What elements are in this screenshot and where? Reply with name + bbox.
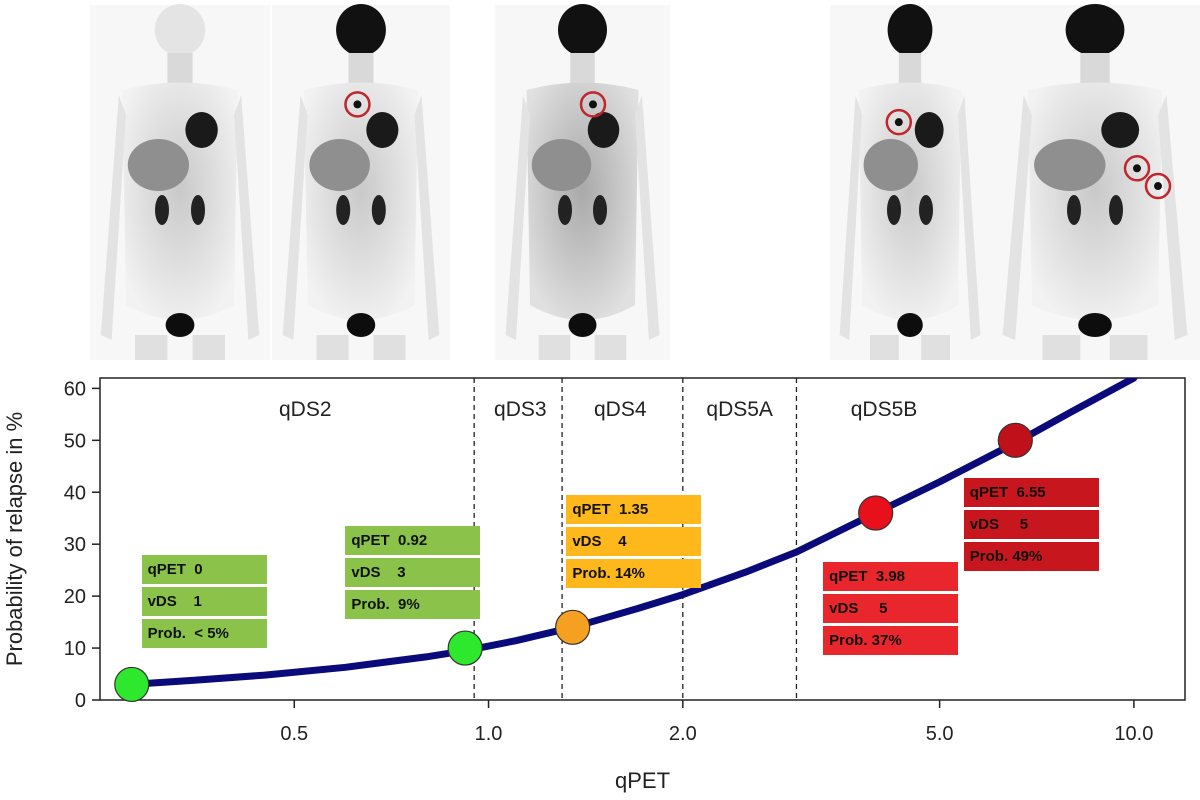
data-point xyxy=(555,609,591,645)
y-tick-label: 0 xyxy=(75,690,86,712)
y-tick-label: 10 xyxy=(64,638,86,660)
region-label: qDS4 xyxy=(594,398,647,421)
point-info-row: qPET 0 xyxy=(141,554,267,584)
head-shape xyxy=(887,4,933,56)
lesion-circle xyxy=(1123,155,1151,182)
point-info-row: Prob. < 5% xyxy=(141,618,267,648)
point-info-row: vDS 5 xyxy=(963,509,1099,539)
y-tick-label: 30 xyxy=(64,534,86,556)
head-shape xyxy=(154,4,206,56)
head-shape xyxy=(558,4,607,56)
probability-curve xyxy=(128,378,1138,688)
x-tick-label: 5.0 xyxy=(926,723,954,745)
data-point xyxy=(997,422,1033,458)
region-label: qDS5B xyxy=(851,398,918,421)
point-info-box: qPET 0.92 vDS 3 Prob. 9% xyxy=(345,526,481,622)
heart-shape xyxy=(1101,112,1140,148)
lesion-circle xyxy=(1144,172,1172,200)
y-tick-label: 50 xyxy=(64,430,86,452)
point-info-row: Prob. 49% xyxy=(963,541,1099,571)
x-tick-label: 1.0 xyxy=(475,723,503,745)
head-shape xyxy=(336,4,386,56)
liver-shape xyxy=(309,139,370,191)
x-tick-label: 2.0 xyxy=(669,723,697,745)
pet-scan-panel xyxy=(990,4,1200,360)
heart-shape xyxy=(587,112,620,148)
point-info-row: vDS 1 xyxy=(141,586,267,616)
point-info-row: vDS 3 xyxy=(345,558,481,588)
point-info-box: qPET 1.35 vDS 4 Prob. 14% xyxy=(566,494,702,591)
pet-scan-panel xyxy=(830,4,990,360)
y-tick-label: 40 xyxy=(64,482,86,504)
point-info-row: vDS 4 xyxy=(566,526,702,556)
point-info-row: qPET 0.92 xyxy=(345,526,481,556)
pet-scan-panel xyxy=(272,4,450,360)
point-info-row: qPET 6.55 xyxy=(963,477,1099,507)
heart-shape xyxy=(914,112,944,148)
heart-shape xyxy=(366,112,399,148)
point-info-row: Prob. 9% xyxy=(345,590,481,620)
y-tick-label: 20 xyxy=(64,586,86,608)
region-label: qDS3 xyxy=(494,398,547,421)
region-label: qDS2 xyxy=(279,398,332,421)
point-info-box: qPET 6.55 vDS 5 Prob. 49% xyxy=(963,477,1099,574)
lesion-circle xyxy=(885,108,913,136)
point-info-row: qPET 3.98 xyxy=(823,562,959,592)
bladder-shape xyxy=(346,313,376,337)
data-point xyxy=(447,630,483,666)
liver-shape xyxy=(863,139,918,191)
liver-shape xyxy=(531,139,592,191)
y-tick-label: 60 xyxy=(64,378,86,400)
point-info-row: Prob. 14% xyxy=(566,558,702,588)
bladder-shape xyxy=(165,313,195,337)
point-info-box: qPET 0 vDS 1 Prob. < 5% xyxy=(141,554,267,651)
x-tick-label: 10.0 xyxy=(1114,723,1153,745)
bladder-shape xyxy=(1078,313,1112,337)
lesion-circle xyxy=(344,91,371,118)
lesion-circle xyxy=(579,91,607,118)
data-point xyxy=(114,666,150,703)
liver-shape xyxy=(127,139,189,191)
x-axis-label: qPET xyxy=(615,768,670,793)
head-shape xyxy=(1065,4,1125,56)
bladder-shape xyxy=(568,313,597,337)
pet-scan-panel xyxy=(90,4,270,360)
bladder-shape xyxy=(897,313,923,337)
point-info-row: vDS 5 xyxy=(823,594,959,624)
y-axis-label: Probability of relapse in % xyxy=(2,412,27,666)
heart-shape xyxy=(185,112,218,148)
region-label: qDS5A xyxy=(706,398,773,421)
point-info-row: Prob. 37% xyxy=(823,626,959,656)
pet-scan-panel xyxy=(495,4,670,360)
point-info-row: qPET 1.35 xyxy=(566,494,702,524)
data-point xyxy=(858,495,894,531)
x-tick-label: 0.5 xyxy=(280,723,308,745)
point-info-box: qPET 3.98 vDS 5 Prob. 37% xyxy=(823,562,959,658)
pet-scan-images xyxy=(90,4,1200,360)
liver-shape xyxy=(1034,139,1106,191)
plot-frame xyxy=(99,377,1186,701)
